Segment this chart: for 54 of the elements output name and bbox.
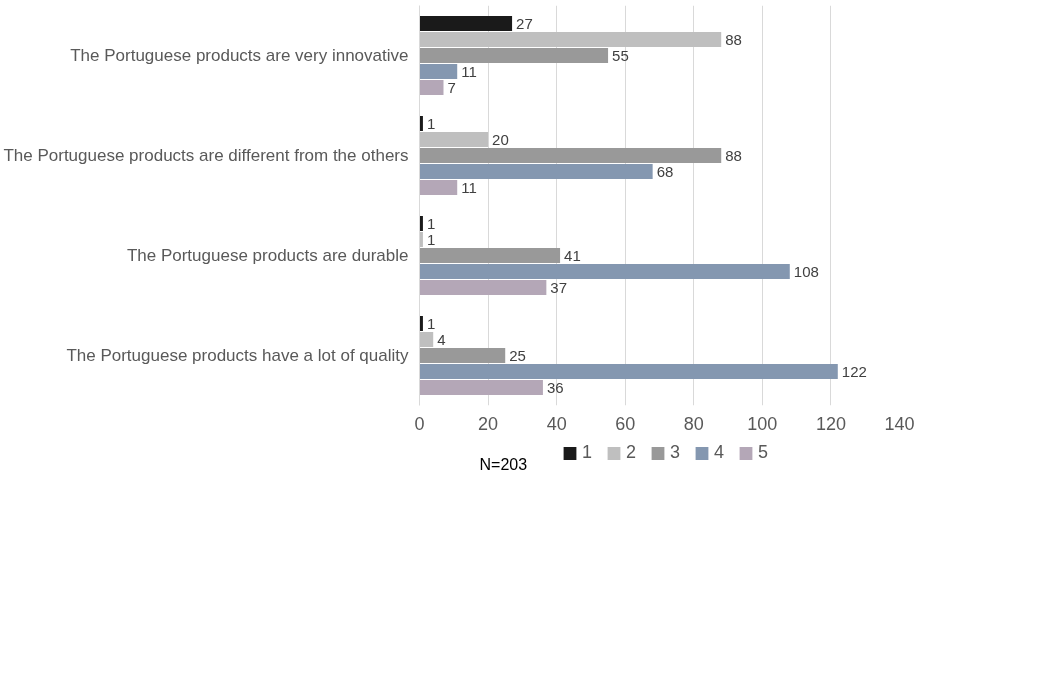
data-label: 122 bbox=[841, 362, 867, 380]
data-label: 1 bbox=[426, 314, 436, 332]
x-tick-label: 100 bbox=[747, 413, 778, 434]
y-tick-label: The Portuguese products are durable bbox=[126, 246, 409, 265]
x-tick-label: 20 bbox=[478, 413, 499, 434]
x-tick-label: 140 bbox=[884, 413, 915, 434]
x-tick-label: 0 bbox=[414, 413, 425, 434]
bar bbox=[419, 79, 444, 96]
legend-label: 1 bbox=[582, 442, 593, 463]
x-tick-label: 40 bbox=[546, 413, 567, 434]
data-label: 11 bbox=[461, 178, 477, 196]
data-label: 55 bbox=[612, 46, 629, 64]
data-label: 68 bbox=[656, 162, 674, 180]
x-tick-label: 80 bbox=[683, 413, 704, 434]
legend-label: 3 bbox=[670, 442, 681, 463]
data-label: 7 bbox=[447, 78, 456, 96]
y-tick-label: The Portuguese products have a lot of quality bbox=[66, 346, 409, 365]
bar bbox=[419, 331, 434, 348]
legend-label: 4 bbox=[714, 442, 725, 463]
data-label: 41 bbox=[564, 246, 581, 264]
bar bbox=[419, 163, 653, 180]
data-label: 108 bbox=[793, 262, 819, 280]
x-tick-label: 120 bbox=[815, 413, 846, 434]
bar bbox=[419, 47, 609, 64]
data-label: 25 bbox=[509, 346, 526, 364]
y-tick-label: The Portuguese products are very innovative bbox=[70, 46, 409, 65]
data-label: 1 bbox=[426, 214, 436, 232]
data-label: 11 bbox=[461, 62, 477, 80]
bar bbox=[419, 247, 561, 264]
bar bbox=[419, 363, 838, 380]
data-label: 20 bbox=[492, 130, 509, 148]
bar bbox=[419, 147, 722, 164]
bar bbox=[419, 279, 547, 296]
bar bbox=[419, 131, 489, 148]
data-label: 27 bbox=[516, 14, 533, 32]
data-label: 88 bbox=[725, 146, 742, 164]
data-label: 88 bbox=[725, 30, 742, 48]
bar bbox=[419, 15, 513, 32]
bar bbox=[419, 263, 790, 280]
bar bbox=[419, 379, 543, 396]
bar bbox=[419, 347, 506, 364]
y-tick-label: The Portuguese products are different from the others bbox=[3, 146, 409, 165]
legend-label: 2 bbox=[626, 442, 637, 463]
bar bbox=[419, 179, 458, 196]
legend-label: 5 bbox=[758, 442, 769, 463]
x-tick-label: 60 bbox=[615, 413, 636, 434]
data-label: 1 bbox=[426, 230, 436, 248]
bar bbox=[419, 63, 458, 80]
text: N=203 bbox=[479, 455, 528, 473]
data-label: 36 bbox=[546, 378, 564, 396]
data-label: 4 bbox=[437, 330, 446, 348]
bar bbox=[419, 31, 722, 48]
data-label: 1 bbox=[426, 114, 436, 132]
data-label: 37 bbox=[550, 278, 568, 296]
